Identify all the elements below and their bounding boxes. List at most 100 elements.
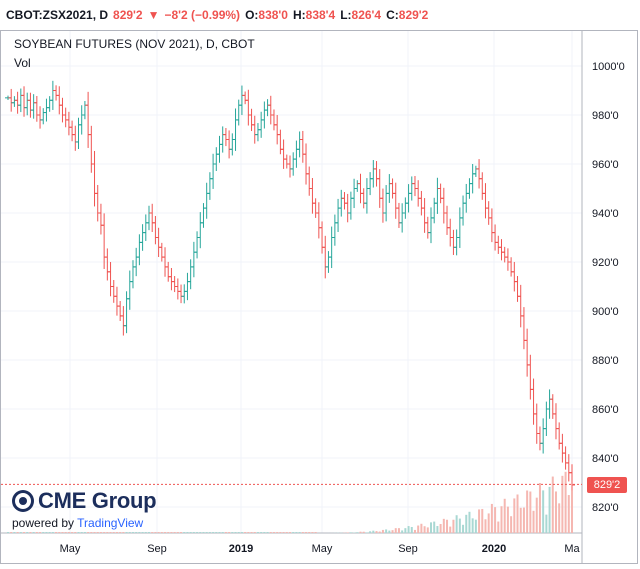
volume-bar [224, 532, 227, 533]
volume-bar [458, 518, 461, 533]
volume-bar [202, 532, 205, 533]
last-price-tag: 829'2 [587, 477, 627, 493]
low-value: 826'4 [351, 8, 382, 22]
volume-bar [189, 532, 192, 533]
volume-bar [29, 532, 32, 533]
y-tick-label: 840'0 [592, 453, 619, 465]
volume-bar [532, 510, 535, 533]
volume-bar [346, 532, 349, 533]
volume-bar [442, 518, 445, 533]
volume-bar [23, 532, 26, 533]
chart-pane[interactable] [0, 30, 638, 564]
volume-bar [522, 507, 525, 533]
volume-bar [48, 532, 51, 533]
volume-bar [240, 532, 243, 533]
y-tick-label: 860'0 [592, 404, 619, 416]
volume-bar [205, 532, 208, 533]
x-tick-label: Ma [564, 543, 580, 555]
volume-bar [157, 532, 160, 533]
volume-bar [285, 532, 288, 533]
volume-bar [372, 530, 375, 533]
volume-bar [119, 532, 122, 533]
volume-bar [538, 482, 541, 533]
y-tick-label: 880'0 [592, 355, 619, 367]
volume-bar [433, 521, 436, 533]
volume-bar [106, 532, 109, 533]
down-arrow-icon: ▼ [147, 8, 160, 22]
volume-bar [74, 532, 77, 533]
cme-logo: CME Group powered by TradingView [12, 488, 157, 530]
volume-bar [449, 526, 452, 533]
volume-bar [160, 532, 163, 533]
volume-bar [410, 526, 413, 533]
volume-bar [369, 531, 372, 533]
volume-bar [439, 523, 442, 533]
volume-bar [561, 475, 564, 533]
volume-bar [16, 532, 19, 533]
volume-bar [192, 532, 195, 533]
volume-bar [413, 529, 416, 533]
volume-bar [279, 532, 282, 533]
volume-bar [199, 532, 202, 533]
volume-bar [170, 532, 173, 533]
volume-legend: Vol [14, 56, 31, 70]
volume-bar [135, 532, 138, 533]
volume-bar [404, 528, 407, 533]
volume-bar [35, 532, 38, 533]
volume-bar [455, 515, 458, 533]
volume-bar [228, 532, 231, 533]
x-tick-label: May [312, 543, 333, 555]
volume-bar [500, 506, 503, 533]
tradingview-link[interactable]: TradingView [77, 516, 144, 530]
volume-bar [471, 518, 474, 533]
volume-bar [64, 532, 67, 533]
volume-bar [42, 532, 45, 533]
volume-bar [212, 532, 215, 533]
y-tick-label: 940'0 [592, 208, 619, 220]
y-tick-label: 900'0 [592, 306, 619, 318]
volume-bar [282, 532, 285, 533]
volume-bar [218, 532, 221, 533]
volume-bar [292, 532, 295, 533]
volume-bar [362, 531, 365, 533]
volume-bar [468, 511, 471, 533]
volume-bar [237, 532, 240, 533]
close-label: C: [386, 8, 399, 22]
volume-bar [535, 497, 538, 533]
volume-bar [87, 532, 90, 533]
volume-bar [503, 498, 506, 533]
volume-bar [266, 532, 269, 533]
volume-bar [551, 476, 554, 533]
volume-bar [10, 532, 13, 533]
volume-bar [490, 503, 493, 533]
volume-bar [510, 516, 513, 533]
volume-bar [250, 532, 253, 533]
y-tick-label: 1000'0 [592, 61, 625, 73]
volume-bar [519, 507, 522, 533]
volume-bar [122, 532, 125, 533]
powered-by-label: powered by [12, 516, 75, 530]
volume-bar [465, 514, 468, 533]
volume-bar [215, 532, 218, 533]
volume-bar [417, 525, 420, 533]
volume-bar [55, 532, 58, 533]
x-tick-label: 2019 [229, 543, 253, 555]
volume-bar [423, 526, 426, 533]
volume-bar [298, 532, 301, 533]
volume-bar [51, 532, 54, 533]
volume-bar [253, 532, 256, 533]
volume-bar [141, 532, 144, 533]
high-value: 838'4 [305, 8, 336, 22]
volume-bar [180, 532, 183, 533]
volume-bar [529, 491, 532, 533]
volume-bar [484, 519, 487, 533]
x-tick-label: May [60, 543, 81, 555]
volume-bar [359, 531, 362, 533]
volume-bar [151, 532, 154, 533]
price-change: −8'2 (−0.99%) [164, 8, 241, 22]
volume-bar [391, 530, 394, 533]
volume-bar [401, 530, 404, 533]
volume-bar [276, 532, 279, 533]
volume-bar [394, 528, 397, 533]
